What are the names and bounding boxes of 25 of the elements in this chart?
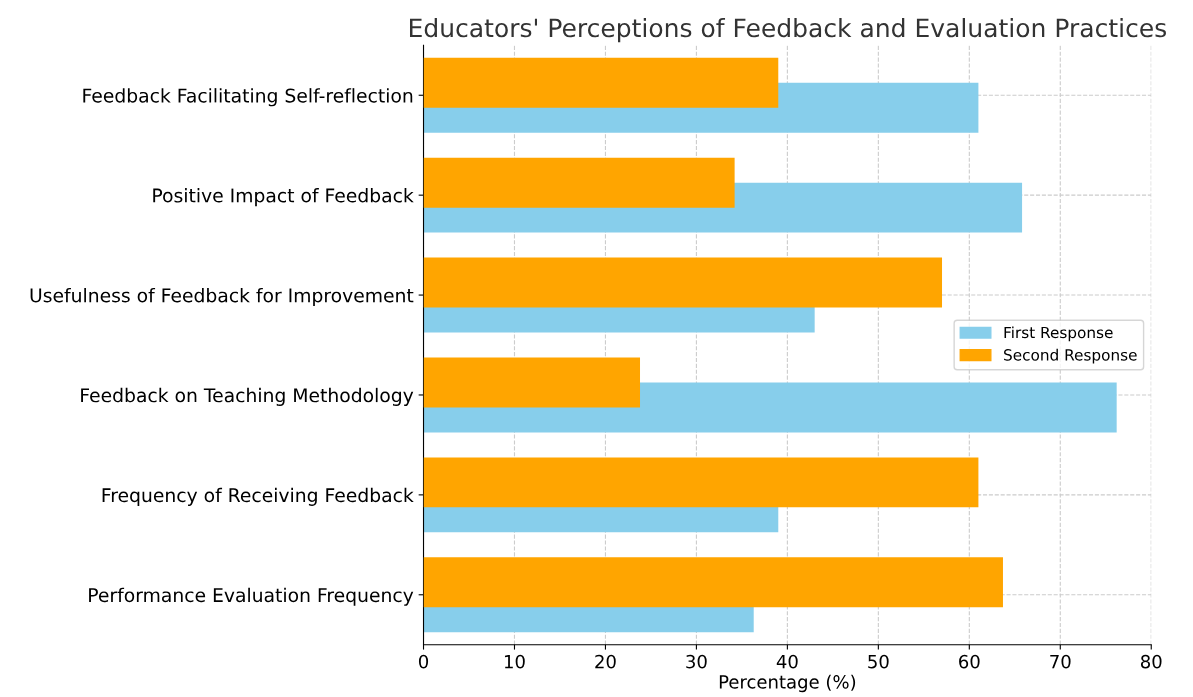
bar bbox=[423, 457, 979, 508]
x-tick-label: 50 bbox=[868, 654, 889, 669]
x-tick-label: 30 bbox=[686, 654, 707, 669]
legend-label: Second Response bbox=[1004, 348, 1137, 364]
x-tick-label: 10 bbox=[504, 654, 525, 669]
x-tick-label: 60 bbox=[959, 654, 980, 669]
x-tick-label: 80 bbox=[1140, 654, 1162, 669]
bar bbox=[423, 157, 735, 208]
bar bbox=[423, 257, 943, 308]
bar bbox=[423, 57, 779, 108]
x-axis-title: Percentage (%) bbox=[719, 674, 856, 693]
x-tick-label: 70 bbox=[1050, 654, 1071, 669]
bar bbox=[423, 557, 1003, 608]
x-tick-label: 20 bbox=[595, 654, 616, 669]
y-tick-label: Frequency of Receiving Feedback bbox=[102, 487, 414, 506]
y-tick-label: Feedback Facilitating Self-reflection bbox=[83, 88, 413, 107]
y-tick-label: Positive Impact of Feedback bbox=[153, 188, 414, 207]
bar bbox=[423, 357, 641, 408]
x-tick-label: 0 bbox=[418, 654, 429, 669]
y-tick-label: Usefulness of Feedback for Improvement bbox=[30, 287, 414, 307]
y-tick-label: Performance Evaluation Frequency bbox=[89, 587, 414, 606]
chart-title: Educators' Perceptions of Feedback and Evaluation Practices bbox=[410, 17, 1166, 43]
x-tick-label: 40 bbox=[776, 654, 798, 669]
legend-label: First Response bbox=[1004, 326, 1113, 342]
y-tick-label: Feedback on Teaching Methodology bbox=[81, 387, 414, 406]
